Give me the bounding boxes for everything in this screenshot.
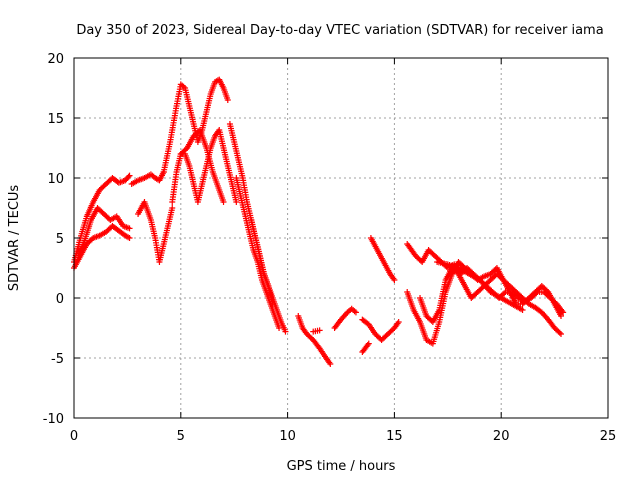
y-axis-label: SDTVAR / TECUs [7,185,22,292]
data-markers [71,76,567,367]
y-tick-label: 15 [47,112,64,127]
chart-title: Day 350 of 2023, Sidereal Day-to-day VTE… [76,23,603,38]
y-tick-label: 0 [56,292,64,307]
data-point [316,327,323,334]
y-tick-label: -10 [43,412,64,427]
data-point [224,97,231,103]
data-point [276,325,283,331]
x-tick-label: 25 [600,429,617,444]
data-point [169,205,176,211]
data-point [126,235,133,241]
data-point [327,361,334,367]
y-tick-label: -5 [51,352,64,367]
y-tick-label: 5 [56,232,64,247]
y-tick-label: 10 [47,172,64,187]
y-tick-label: 20 [47,52,64,67]
axis-ticks [73,57,609,419]
data-point [558,313,565,319]
data-point [395,319,402,325]
x-tick-label: 20 [493,429,510,444]
data-point [282,328,289,335]
tick-labels: 0 5 10 15 20 25 -10 -5 0 5 10 15 20 [43,52,617,444]
x-tick-label: 10 [279,429,296,444]
data-point [126,225,133,232]
data-point [519,307,526,313]
data-point [233,199,240,205]
data-point [558,331,565,337]
data-point [352,309,359,316]
x-tick-label: 15 [386,429,403,444]
data-point [501,290,508,297]
data-point [365,340,372,347]
data-point [556,329,563,336]
data-point [391,277,398,283]
data-point [126,172,133,179]
x-tick-label: 0 [70,429,78,444]
data-point [269,301,276,307]
x-tick-label: 5 [177,429,185,444]
data-point [220,199,227,205]
data-point [125,173,132,180]
x-axis-label: GPS time / hours [287,459,396,474]
